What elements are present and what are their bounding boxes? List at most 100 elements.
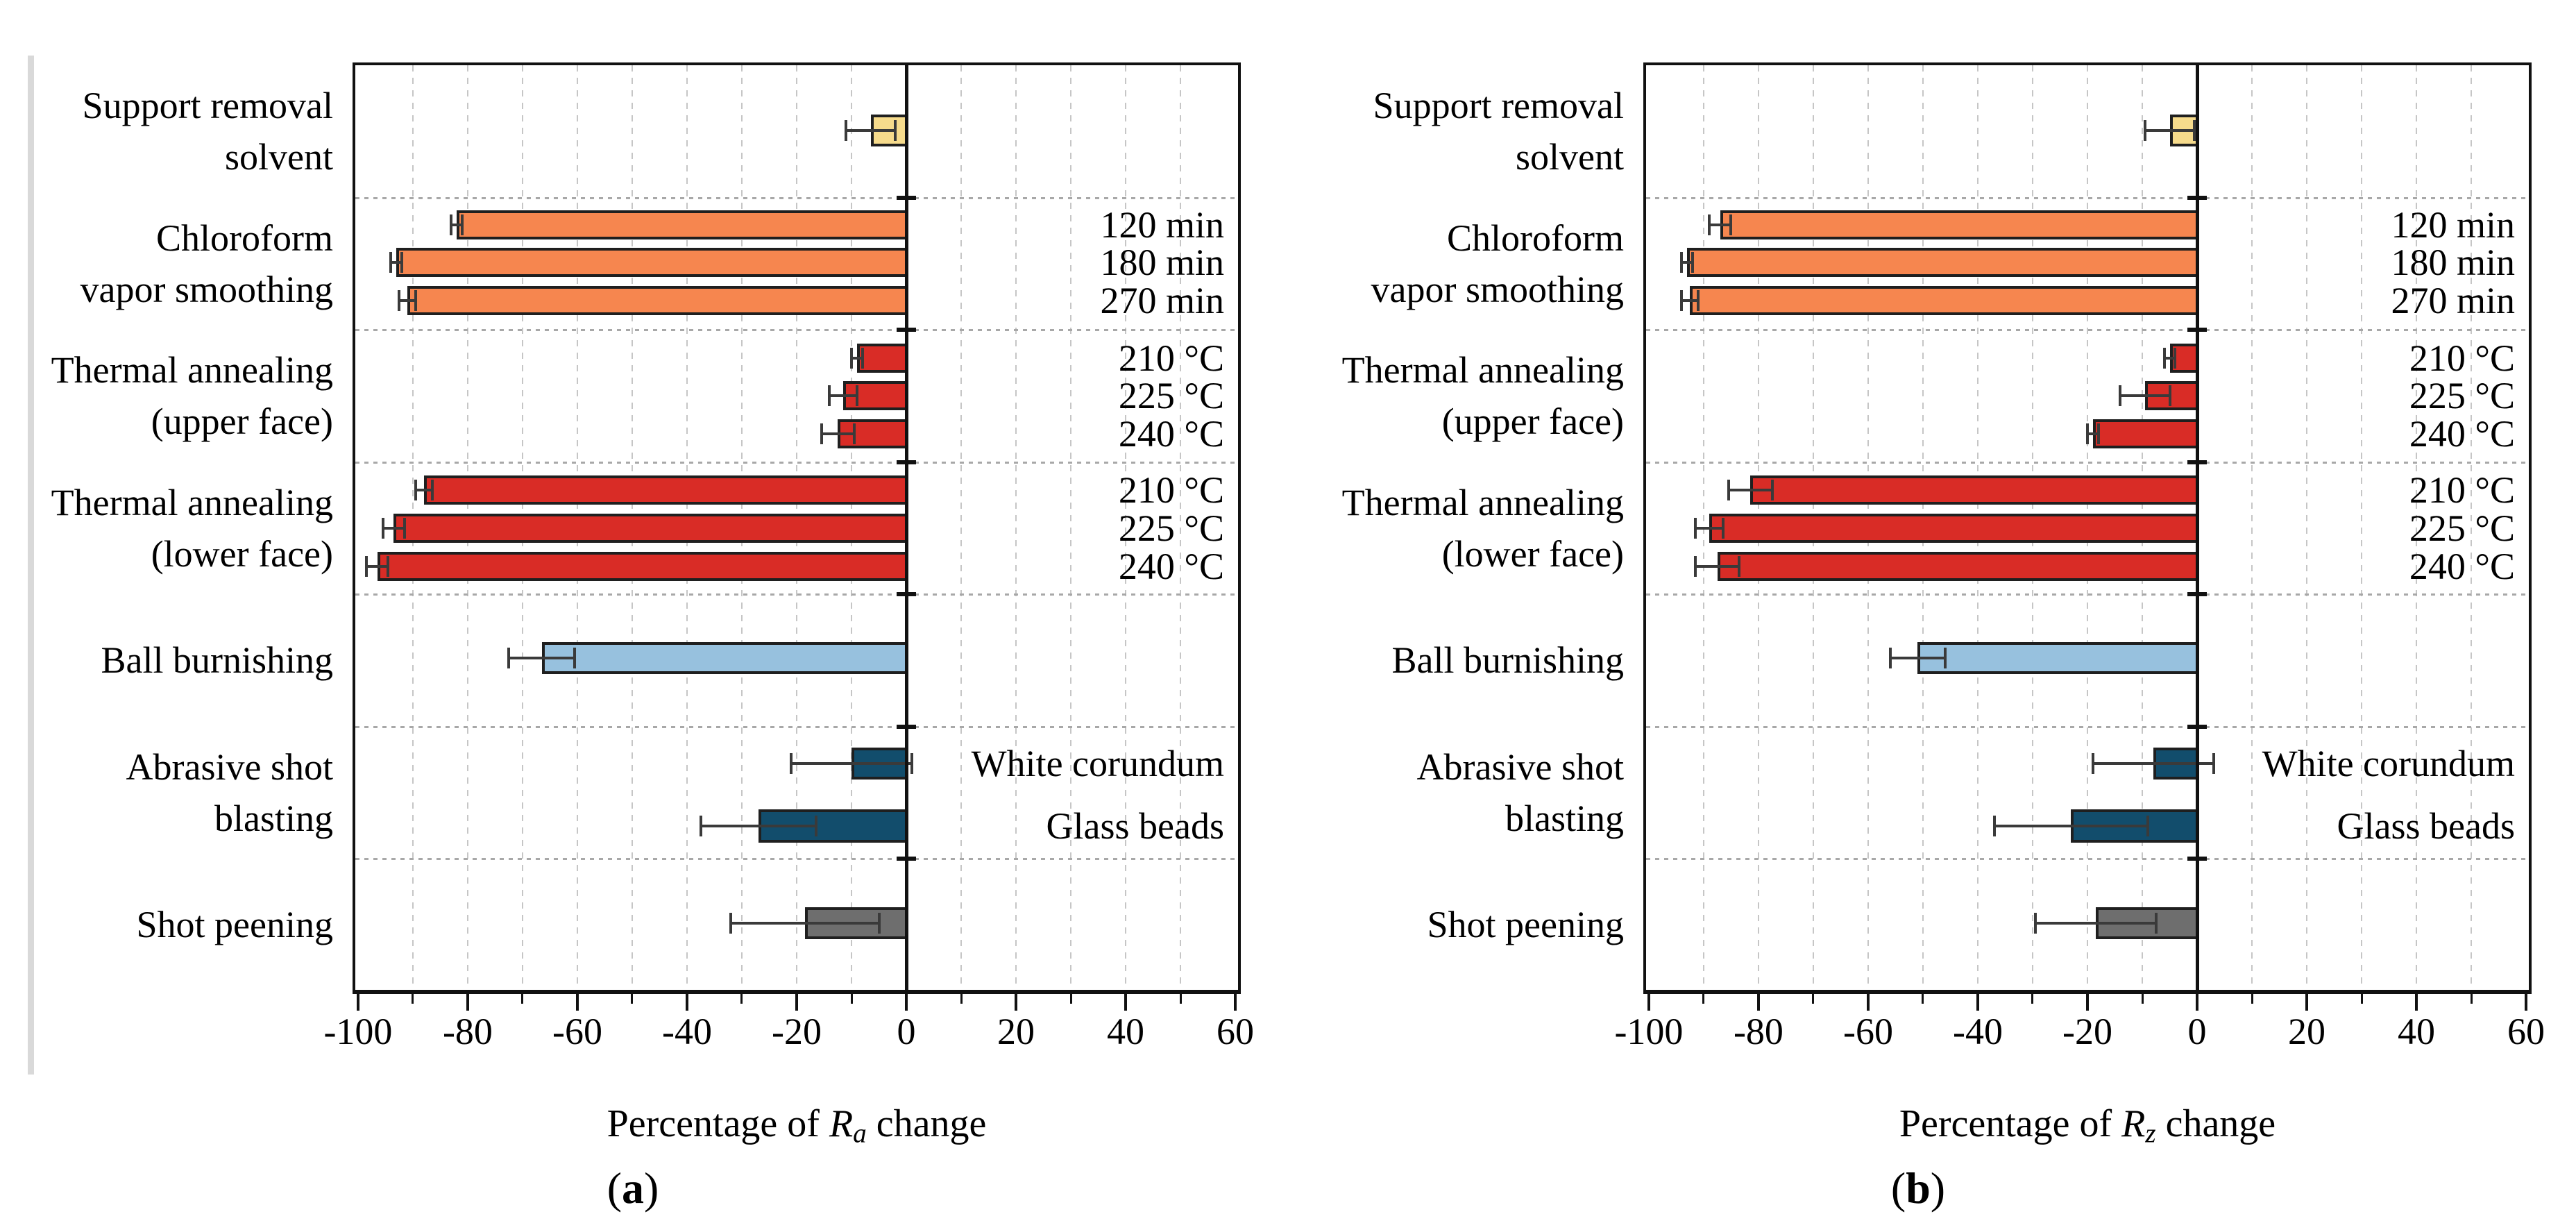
- plot-border: [1643, 62, 2532, 990]
- x-tick-major: [466, 994, 469, 1011]
- error-bar-cap: [820, 423, 823, 444]
- category-label-line: solvent: [225, 136, 333, 178]
- x-gridline: [2306, 65, 2308, 990]
- error-bar-cap: [414, 290, 417, 311]
- x-tick-major: [356, 994, 359, 1011]
- category-label: Shot peening: [0, 899, 333, 950]
- zero-axis-tick: [2187, 328, 2207, 332]
- error-bar-cap: [450, 214, 453, 235]
- error-bar-cap: [2168, 385, 2171, 406]
- x-tick-minor: [2141, 994, 2144, 1004]
- x-gridline: [1070, 65, 1072, 990]
- legend-label: 270 min: [2391, 280, 2515, 321]
- x-tick-label: -20: [2062, 1011, 2112, 1052]
- category-separator: [355, 462, 1238, 464]
- x-tick-minor: [412, 994, 414, 1004]
- error-bar-cap: [1729, 214, 1733, 235]
- error-bar-cap: [2162, 348, 2166, 369]
- error-bar-cap: [430, 480, 434, 500]
- category-label-line: vapor smoothing: [1371, 269, 1624, 310]
- bar: [1717, 552, 2198, 581]
- x-tick-major: [1866, 994, 1870, 1011]
- x-gridline: [2471, 65, 2473, 990]
- x-tick-label: -80: [1733, 1011, 1783, 1052]
- x-tick-major: [1756, 994, 1760, 1011]
- error-bar: [2092, 762, 2214, 765]
- legend-label: 225 °C: [2409, 375, 2515, 416]
- error-bar-cap: [1992, 816, 1996, 836]
- bar: [541, 642, 908, 674]
- error-bar: [2035, 922, 2156, 925]
- legend-label: 210 °C: [1118, 337, 1224, 379]
- x-tick-major: [1976, 994, 1979, 1011]
- x-tick-major: [2086, 994, 2089, 1011]
- x-gridline: [960, 65, 963, 990]
- x-tick-label: 20: [997, 1011, 1035, 1052]
- error-bar: [1994, 825, 2148, 827]
- category-label-line: Chloroform: [1447, 217, 1624, 259]
- bar: [457, 210, 908, 239]
- category-label-line: blasting: [214, 798, 333, 839]
- bar: [377, 552, 908, 581]
- category-label-line: (lower face): [1441, 533, 1624, 575]
- legend-label: 240 °C: [2409, 413, 2515, 455]
- x-tick-major: [905, 994, 908, 1011]
- x-tick-label: 0: [2187, 1011, 2207, 1052]
- category-label-line: solvent: [1516, 136, 1624, 178]
- error-bar: [1681, 299, 1699, 302]
- x-tick-label: 40: [1107, 1011, 1145, 1052]
- error-bar: [391, 261, 402, 264]
- category-label: Ball burnishing: [0, 634, 334, 686]
- category-separator: [355, 858, 1238, 860]
- category-label-line: Shot peening: [1427, 904, 1624, 945]
- zero-axis-tick: [897, 328, 916, 332]
- error-bar-cap: [828, 385, 831, 406]
- x-axis-title: Percentage of Rz change: [1671, 1101, 2504, 1157]
- legend-label: 180 min: [1100, 242, 1224, 283]
- error-bar: [851, 357, 863, 360]
- error-bar-cap: [1694, 556, 1697, 577]
- category-separator: [355, 329, 1238, 331]
- x-tick-minor: [1812, 994, 1815, 1004]
- legend-label: White corundum: [2262, 743, 2515, 784]
- x-tick-label: -40: [1952, 1011, 2003, 1052]
- error-bar-cap: [814, 816, 817, 836]
- caption-paren-open: (: [607, 1163, 622, 1213]
- category-label: Support removal solvent: [0, 80, 333, 183]
- error-bar-cap: [1680, 290, 1684, 311]
- error-bar-cap: [1943, 648, 1947, 668]
- error-bar-cap: [2143, 120, 2146, 141]
- error-bar-cap: [850, 348, 853, 369]
- x-tick-major: [2415, 994, 2418, 1011]
- x-tick-major: [795, 994, 798, 1011]
- category-label-line: Ball burnishing: [101, 639, 334, 681]
- error-bar-cap: [2193, 120, 2196, 141]
- category-separator: [1646, 329, 2529, 331]
- error-bar: [509, 657, 575, 659]
- category-separator: [1646, 726, 2529, 728]
- x-tick-minor: [1702, 994, 1705, 1004]
- zero-axis-tick: [2187, 196, 2207, 200]
- caption-paren-close: ): [1930, 1163, 1946, 1213]
- bar: [1709, 514, 2198, 543]
- error-bar: [1695, 527, 1723, 530]
- plot-border: [353, 62, 1241, 990]
- legend-label: 225 °C: [2409, 507, 2515, 549]
- x-gridline: [2416, 65, 2418, 990]
- error-bar: [2144, 129, 2195, 132]
- zero-axis-tick: [2187, 460, 2207, 464]
- error-bar-cap: [461, 214, 464, 235]
- error-bar: [821, 432, 854, 435]
- x-tick-minor: [850, 994, 853, 1004]
- error-bar-cap: [364, 556, 368, 577]
- x-tick-minor: [521, 994, 524, 1004]
- category-separator: [355, 197, 1238, 199]
- category-label-line: (upper face): [151, 401, 333, 442]
- bar: [396, 248, 908, 277]
- error-bar-cap: [855, 385, 858, 406]
- error-bar-cap: [877, 913, 881, 934]
- zero-axis-tick: [897, 196, 916, 200]
- axis-title-prefix: Percentage of: [607, 1102, 829, 1145]
- error-bar-cap: [2119, 385, 2122, 406]
- category-label-line: (upper face): [1441, 401, 1624, 442]
